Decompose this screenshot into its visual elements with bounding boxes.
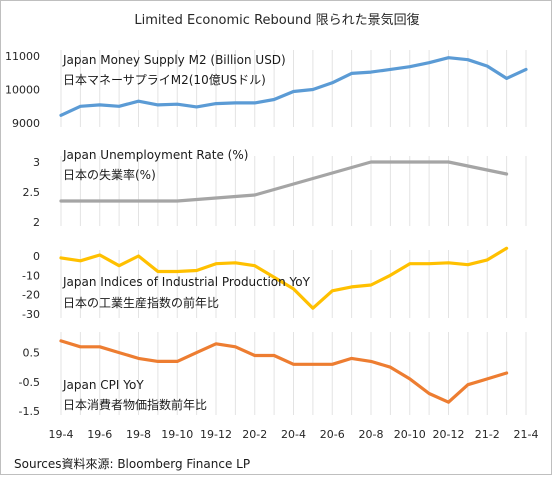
panel-4: 0.5 -0.5 -1.5 Japan CPI YoY 日本消費者物価指数前年比	[19, 332, 527, 418]
y-tick-label: 0.5	[23, 347, 41, 360]
x-tick-label: 20-2	[242, 428, 267, 441]
y-tick-label: 0	[33, 250, 40, 263]
y-tick-label: 2	[33, 216, 40, 229]
series-line-3	[59, 246, 509, 310]
x-tick-label: 19-10	[161, 428, 193, 441]
series-line-1	[59, 56, 528, 117]
series-label-en: Japan CPI YoY	[62, 378, 144, 392]
panel-1: 9000 10000 11000 Japan Money Supply M2 (Bil…	[5, 50, 528, 130]
y-tick-label: -20	[22, 289, 40, 302]
x-tick-label: 21-4	[514, 428, 539, 441]
x-tick-label: 20-6	[320, 428, 345, 441]
series-label-en: Japan Indices of Industrial Production Y…	[62, 275, 311, 289]
series-label-ja: 日本消費者物価指数前年比	[63, 397, 207, 412]
x-tick-label: 19-4	[49, 428, 74, 441]
series-label-en: Japan Unemployment Rate (%)	[62, 148, 248, 162]
y-tick-label: 10000	[5, 84, 40, 97]
y-tick-label: -30	[22, 308, 40, 321]
y-tick-label: 11000	[5, 50, 40, 63]
source-note: Sources資料來源: Bloomberg Finance LP	[14, 457, 250, 471]
y-tick-label: 3	[33, 156, 40, 169]
x-tick-label: 19-8	[126, 428, 151, 441]
panel-3: 0 -10 -20 -30 Japan Indices of Industrial Pr…	[22, 246, 527, 321]
x-tick-label: 21-2	[475, 428, 500, 441]
series-line-4	[59, 339, 509, 404]
series-label-en: Japan Money Supply M2 (Billion USD)	[62, 53, 286, 67]
x-tick-label: 20-10	[394, 428, 426, 441]
series-label-ja: 日本マネーサプライM2(10億USドル)	[63, 73, 266, 87]
x-tick-label: 19-6	[87, 428, 112, 441]
x-tick-label: 20-4	[281, 428, 306, 441]
y-tick-label: -10	[22, 269, 40, 282]
y-tick-label: 2.5	[23, 186, 41, 199]
chart-title: Limited Economic Rebound 限られた景気回復	[134, 12, 419, 28]
y-tick-label: -0.5	[19, 376, 40, 389]
x-tick-label: 20-12	[433, 428, 465, 441]
x-tick-label: 20-8	[359, 428, 384, 441]
y-tick-label: 9000	[12, 117, 40, 130]
series-line-2	[59, 160, 509, 203]
panel-2: 2 2.5 3 Japan Unemployment Rate (%) 日本の失業率(%…	[23, 148, 527, 229]
y-tick-label: -1.5	[19, 405, 40, 418]
series-label-ja: 日本の失業率(%)	[63, 167, 156, 182]
series-label-ja: 日本の工業生産指数の前年比	[63, 295, 219, 310]
x-tick-label: 19-12	[200, 428, 232, 441]
